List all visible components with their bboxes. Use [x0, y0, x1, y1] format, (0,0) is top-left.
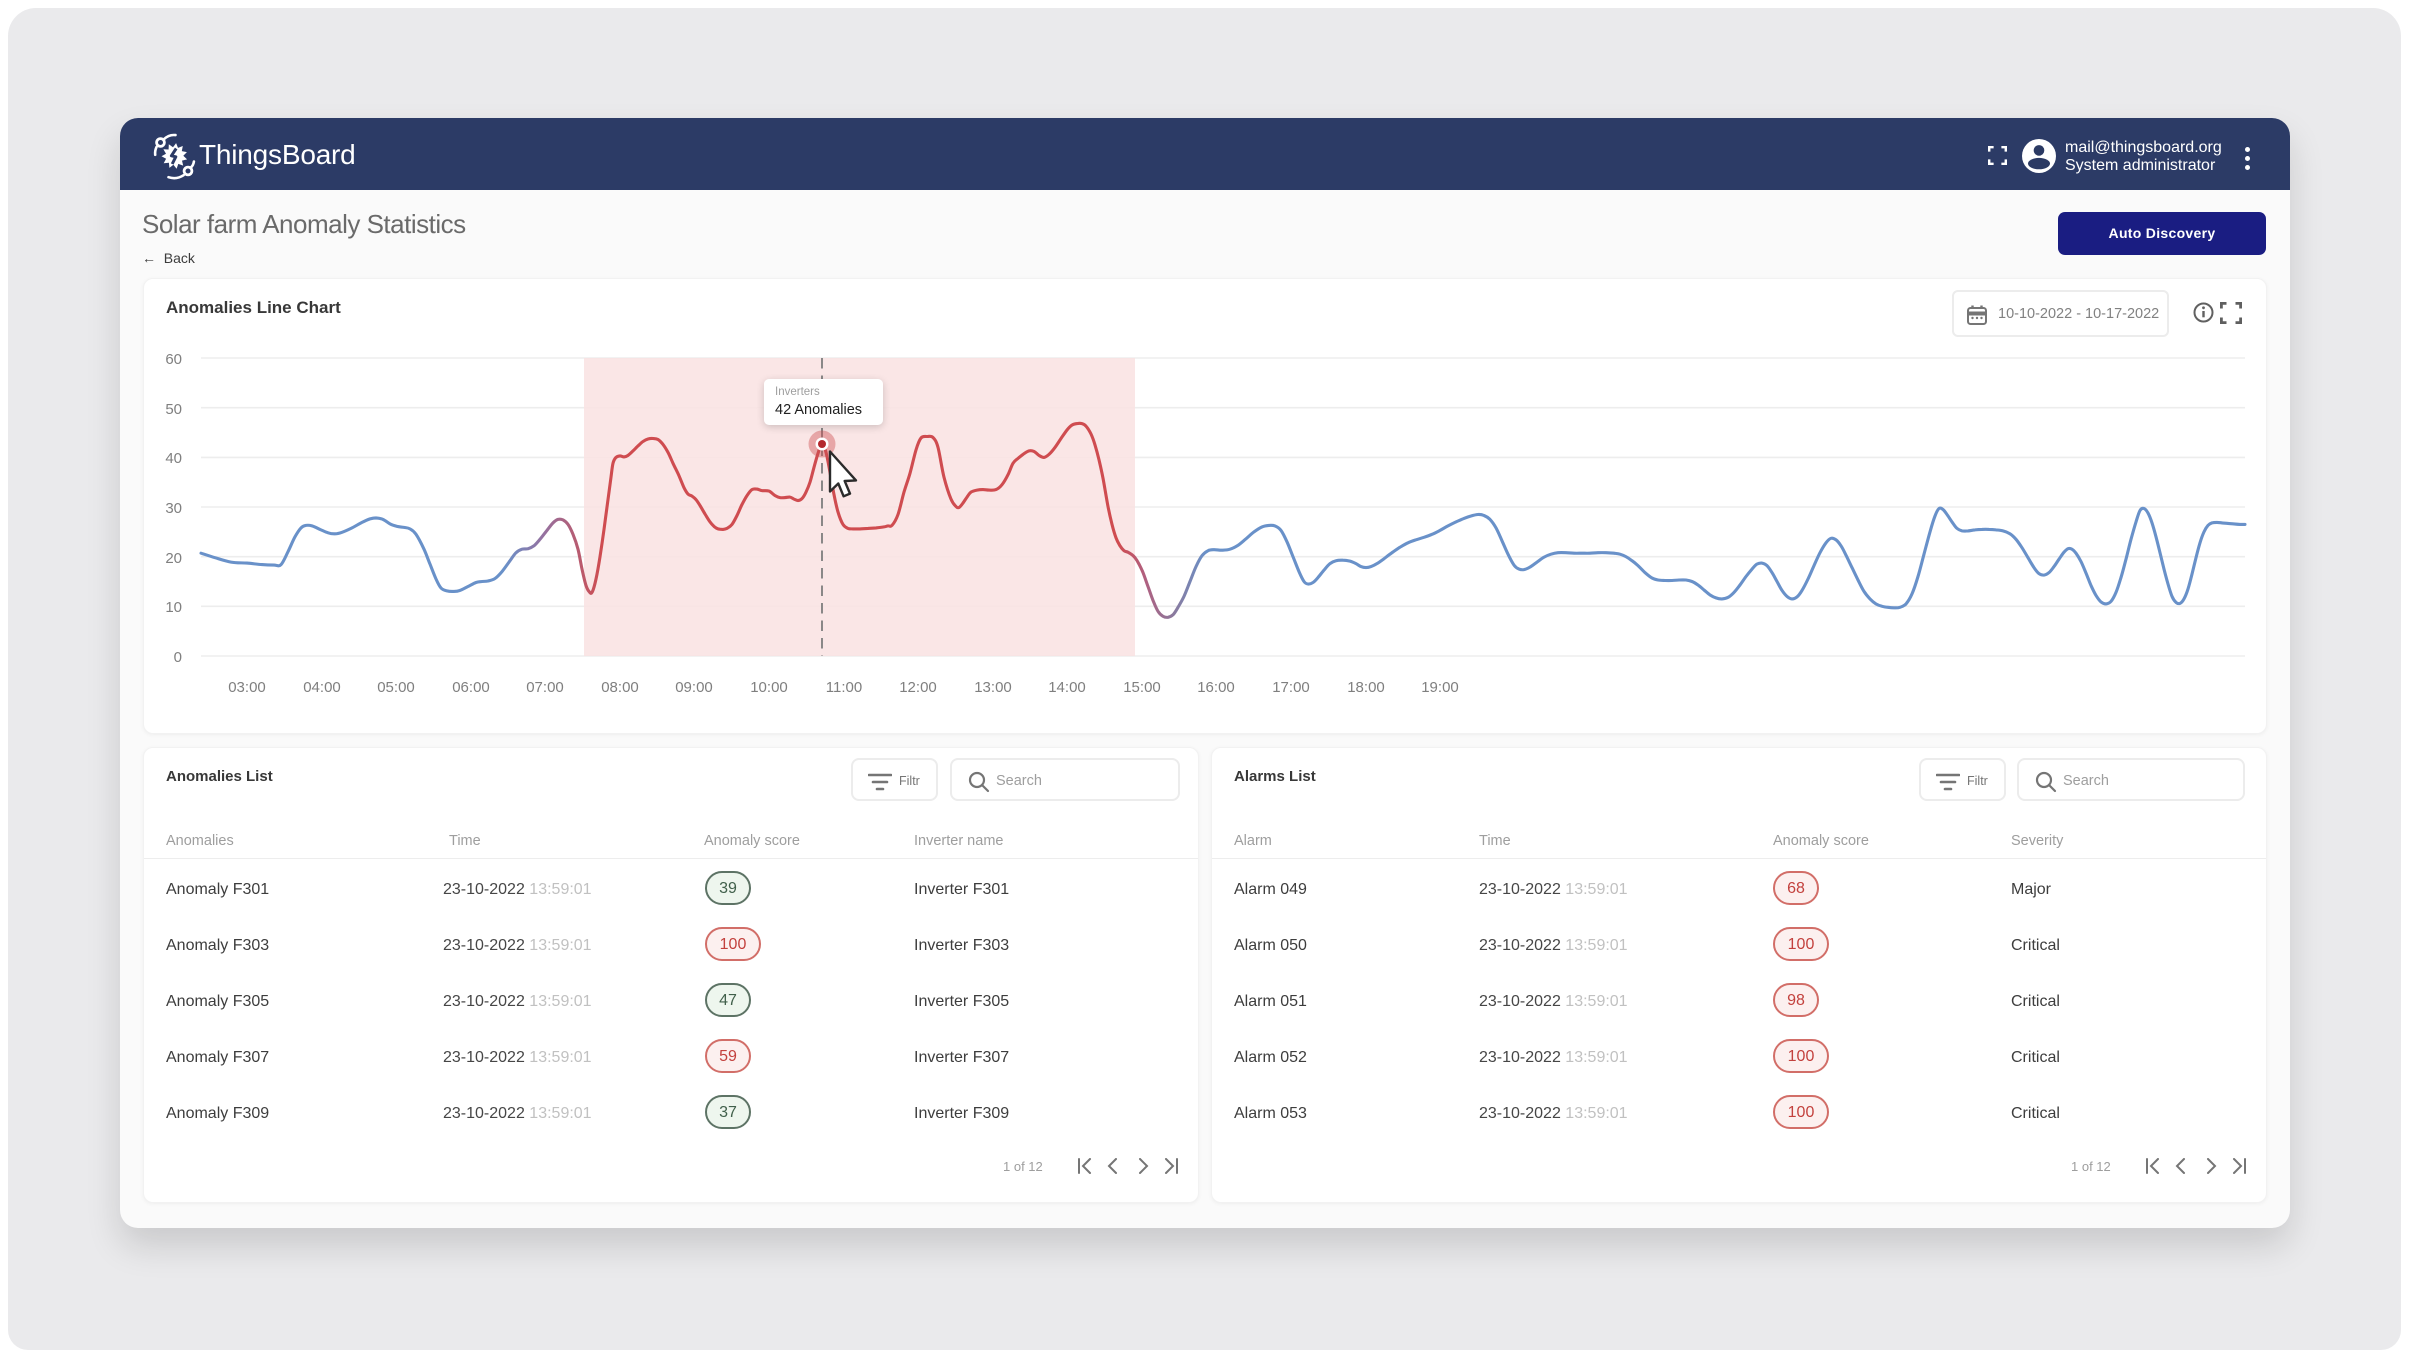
svg-text:30: 30 [165, 500, 182, 517]
svg-text:0: 0 [174, 649, 182, 666]
svg-text:03:00: 03:00 [228, 679, 266, 696]
svg-text:05:00: 05:00 [377, 679, 415, 696]
svg-text:60: 60 [165, 351, 182, 368]
svg-text:40: 40 [165, 450, 182, 467]
svg-text:11:00: 11:00 [826, 679, 862, 696]
svg-text:19:00: 19:00 [1421, 679, 1459, 696]
svg-text:10: 10 [165, 599, 182, 616]
svg-text:09:00: 09:00 [675, 679, 713, 696]
svg-text:14:00: 14:00 [1048, 679, 1086, 696]
svg-text:10:00: 10:00 [750, 679, 788, 696]
svg-text:50: 50 [165, 401, 182, 418]
svg-text:12:00: 12:00 [899, 679, 937, 696]
svg-text:13:00: 13:00 [974, 679, 1012, 696]
svg-text:06:00: 06:00 [452, 679, 490, 696]
svg-text:18:00: 18:00 [1347, 679, 1385, 696]
svg-text:17:00: 17:00 [1272, 679, 1310, 696]
svg-text:07:00: 07:00 [526, 679, 564, 696]
svg-text:08:00: 08:00 [601, 679, 639, 696]
svg-text:20: 20 [165, 550, 182, 567]
svg-text:15:00: 15:00 [1123, 679, 1161, 696]
svg-text:16:00: 16:00 [1197, 679, 1235, 696]
svg-text:04:00: 04:00 [303, 679, 341, 696]
